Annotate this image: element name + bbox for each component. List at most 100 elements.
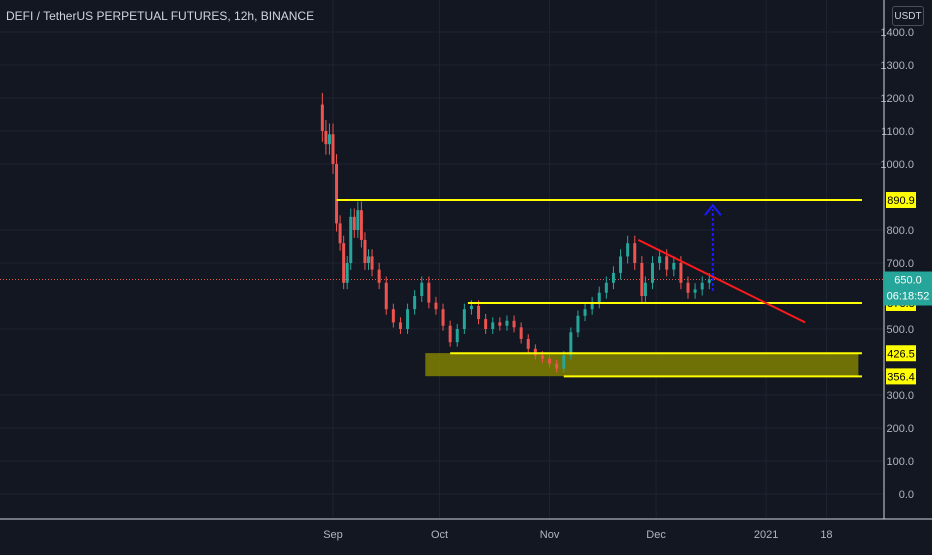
current-price-bg bbox=[884, 271, 932, 306]
y-tick-label: 500.0 bbox=[886, 324, 914, 336]
candle-body bbox=[597, 292, 601, 303]
y-tick-label: 300.0 bbox=[886, 390, 914, 402]
candle-body bbox=[626, 243, 630, 257]
candle-body bbox=[526, 338, 530, 349]
candle-body bbox=[633, 243, 637, 263]
candle-body bbox=[441, 309, 445, 326]
candle-body bbox=[413, 296, 417, 310]
candle-body bbox=[505, 320, 509, 326]
support-2-price-label-bg bbox=[886, 345, 916, 362]
candle-body bbox=[651, 263, 654, 283]
candle-body bbox=[548, 358, 552, 364]
candle-body bbox=[356, 210, 360, 230]
candle-body bbox=[384, 282, 388, 310]
x-tick-label: Oct bbox=[431, 529, 448, 541]
candle-body bbox=[540, 355, 544, 359]
candle-body bbox=[533, 348, 537, 356]
candle-body bbox=[491, 322, 495, 329]
candle-body bbox=[604, 282, 608, 293]
candle-body bbox=[477, 305, 481, 320]
candle-body bbox=[324, 131, 328, 145]
candle-body bbox=[498, 322, 502, 326]
y-tick-label: 100.0 bbox=[886, 456, 914, 468]
candle-body bbox=[406, 309, 410, 329]
y-tick-label: 700.0 bbox=[886, 258, 914, 270]
x-tick-label: Sep bbox=[323, 529, 343, 541]
y-tick-label: 1200.0 bbox=[880, 93, 914, 105]
candle-body bbox=[462, 309, 466, 329]
candle-body bbox=[338, 223, 342, 244]
resistance-price-label: 890.9 bbox=[887, 195, 915, 207]
candle-body bbox=[331, 134, 335, 164]
candle-body bbox=[448, 325, 452, 343]
candle-body bbox=[349, 216, 353, 263]
countdown-label: 06:18:52 bbox=[887, 291, 930, 303]
grid-layer bbox=[0, 0, 884, 519]
candle-body bbox=[686, 282, 690, 293]
candle-layer bbox=[320, 92, 711, 373]
candle-body bbox=[672, 263, 676, 270]
candle-body bbox=[484, 319, 488, 329]
support-2-price-label: 426.5 bbox=[887, 348, 915, 360]
y-tick-label: 0.0 bbox=[899, 489, 914, 501]
candle-body bbox=[569, 332, 573, 356]
trendline[interactable] bbox=[637, 239, 806, 324]
candle-body bbox=[590, 302, 594, 310]
candle-body bbox=[555, 363, 559, 369]
candle-body bbox=[455, 329, 459, 343]
candle-body bbox=[363, 239, 367, 263]
candle-body bbox=[327, 134, 331, 145]
x-tick-label: Nov bbox=[540, 529, 560, 541]
candle-body bbox=[679, 263, 683, 283]
candle-body bbox=[335, 164, 339, 224]
candle-body bbox=[576, 315, 580, 333]
support-3-price-label: 356.4 bbox=[887, 371, 915, 383]
resistance-price-label-bg bbox=[886, 192, 916, 209]
drawing-layer[interactable] bbox=[336, 199, 862, 378]
support-zone[interactable] bbox=[425, 353, 859, 377]
candle-body bbox=[359, 210, 363, 240]
candle-body bbox=[367, 256, 370, 263]
candle-body bbox=[512, 320, 516, 328]
candle-body bbox=[370, 256, 374, 270]
axis-layer[interactable]: 1400.0 1300.0 1200.0 1100.0 1000.0 800.0 700.0… bbox=[0, 0, 932, 541]
candle-body bbox=[434, 302, 438, 310]
zone-layer bbox=[425, 353, 859, 377]
candle-body bbox=[342, 243, 346, 283]
candle-body bbox=[693, 289, 697, 293]
support-3-price-label-bg bbox=[886, 368, 916, 385]
candle-body bbox=[700, 282, 704, 290]
candle-body bbox=[611, 272, 615, 283]
candle-body bbox=[345, 263, 349, 283]
candle-body bbox=[469, 305, 473, 310]
candle-body bbox=[619, 256, 623, 273]
y-tick-label: 1100.0 bbox=[881, 126, 914, 138]
candle-body bbox=[707, 279, 711, 283]
candle-body bbox=[352, 216, 356, 230]
candle-body bbox=[665, 256, 669, 270]
currency-button[interactable]: USDT bbox=[892, 6, 924, 26]
candle-body bbox=[640, 263, 644, 296]
candle-body bbox=[519, 327, 523, 339]
candle-body bbox=[398, 322, 402, 329]
candle-body bbox=[427, 282, 431, 303]
y-tick-label: 1400.0 bbox=[880, 27, 914, 39]
candle-body bbox=[320, 104, 324, 131]
candle-body bbox=[391, 309, 395, 323]
current-price-label: 650.0 bbox=[894, 275, 922, 287]
x-tick-label: Dec bbox=[646, 529, 666, 541]
x-tick-label: 2021 bbox=[754, 529, 778, 541]
candle-body bbox=[562, 355, 566, 369]
y-tick-label: 1000.0 bbox=[880, 159, 914, 171]
chart-title: DEFI / TetherUS PERPETUAL FUTURES, 12h, … bbox=[6, 9, 315, 23]
candle-body bbox=[658, 256, 662, 263]
y-tick-label: 1300.0 bbox=[880, 60, 914, 72]
candle-body bbox=[583, 309, 587, 316]
candle-body bbox=[643, 282, 647, 296]
arrow-head[interactable] bbox=[704, 203, 722, 216]
x-tick-label: 18 bbox=[820, 529, 832, 541]
y-tick-label: 200.0 bbox=[886, 423, 914, 435]
